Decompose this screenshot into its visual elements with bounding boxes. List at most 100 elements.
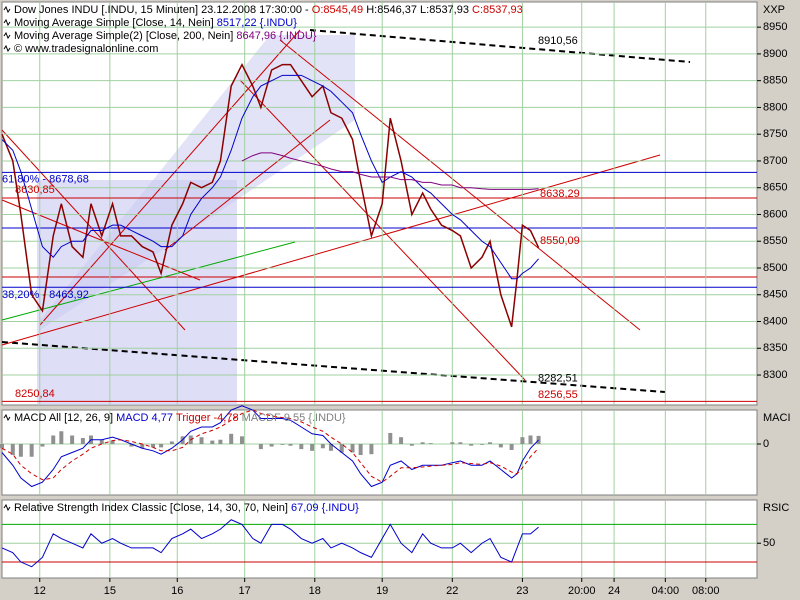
histogram-bar <box>99 439 104 444</box>
histogram-bar <box>469 444 474 446</box>
y-tick-label: 8400 <box>763 315 787 327</box>
channel-zone <box>40 35 355 330</box>
histogram-bar <box>229 433 234 444</box>
x-tick-label: 04:00 <box>652 585 680 597</box>
histogram-bar <box>10 444 15 456</box>
annotation-label: 8256,55 <box>538 389 578 401</box>
x-tick-label: 15 <box>104 585 116 597</box>
y-tick-label: 8600 <box>763 208 787 220</box>
histogram-bar <box>18 444 23 457</box>
histogram-bar <box>169 441 174 444</box>
histogram-bar <box>350 444 355 453</box>
y-tick-label: 8500 <box>763 262 787 274</box>
legend-text: C:8537,93 <box>472 4 523 16</box>
histogram-bar <box>288 444 293 446</box>
histogram-bar <box>210 440 215 444</box>
histogram-bar <box>388 432 393 444</box>
annotation-label: 8282,51 <box>538 372 578 384</box>
histogram-bar <box>369 444 374 455</box>
legend-text: Dow Jones INDU [.INDU, 15 Minuten] 23.12… <box>14 4 312 16</box>
histogram-bar <box>159 444 164 448</box>
legend-text: Trigger -4,78 <box>176 412 242 424</box>
histogram-bar <box>0 444 4 449</box>
legend-text: O:8545,49 <box>312 4 363 16</box>
histogram-bar <box>320 444 325 449</box>
series-line <box>1 405 539 488</box>
legend-text: MACDF 9,55 {.INDU} <box>242 412 346 424</box>
legend-text: Moving Average Simple(2) [Close, 200, Ne… <box>14 30 236 42</box>
legend-icon <box>3 5 11 14</box>
histogram-bar <box>199 437 204 444</box>
annotation-label: 8910,56 <box>538 35 578 47</box>
histogram-bar <box>328 444 333 451</box>
axis-label: MACI <box>763 412 791 424</box>
histogram-bar <box>358 444 363 456</box>
y-tick-label: 8450 <box>763 289 787 301</box>
axis-label: RSIC <box>763 502 789 514</box>
panel-rsi <box>1 499 758 579</box>
x-tick-label: 24 <box>608 585 620 597</box>
trend-line <box>1 154 661 346</box>
histogram-bar <box>51 435 56 444</box>
y-tick-label: 0 <box>763 438 769 450</box>
legend-text: MACD 4,77 <box>116 412 176 424</box>
y-tick-label: 8350 <box>763 342 787 354</box>
annotation-label: 8638,29 <box>540 188 580 200</box>
series-line <box>1 62 540 328</box>
x-tick-label: 22 <box>446 585 458 597</box>
x-tick-label: 18 <box>309 585 321 597</box>
histogram-bar <box>498 444 503 448</box>
axis-label: XXP <box>763 4 785 16</box>
histogram-bar <box>458 442 463 444</box>
legend-icon <box>3 18 11 27</box>
y-tick-label: 8750 <box>763 128 787 140</box>
histogram-bar <box>59 431 64 444</box>
histogram-bar <box>239 436 244 444</box>
y-tick-label: 8850 <box>763 75 787 87</box>
x-tick-label: 20:00 <box>568 585 596 597</box>
series-line <box>1 409 539 483</box>
legend-icon <box>3 44 11 53</box>
x-tick-label: 08:00 <box>692 585 720 597</box>
histogram-bar <box>151 444 155 448</box>
x-tick-label: 16 <box>171 585 183 597</box>
trend-line <box>1 129 186 331</box>
histogram-bar <box>40 444 45 447</box>
histogram-bar <box>269 444 274 447</box>
histogram-bar <box>536 435 541 444</box>
histogram-bar <box>218 439 223 444</box>
legend-text: MACD All [12, 26, 9] <box>14 412 116 424</box>
trend-line <box>1 341 666 393</box>
histogram-bar <box>479 444 484 445</box>
trend-line <box>1 241 296 321</box>
trend-line <box>1 199 201 281</box>
histogram-bar <box>110 440 115 444</box>
histogram-bar <box>310 444 315 451</box>
histogram-bar <box>520 437 525 444</box>
y-tick-label: 8900 <box>763 48 787 60</box>
trend-line <box>279 39 641 331</box>
histogram-bar <box>528 435 533 444</box>
y-tick-label: 8650 <box>763 182 787 194</box>
histogram-bar <box>509 444 514 450</box>
x-tick-label: 12 <box>34 585 46 597</box>
y-tick-label: 8700 <box>763 155 787 167</box>
trend-line <box>164 119 331 251</box>
y-tick-label: 8950 <box>763 21 787 33</box>
drawing-tools <box>1 29 757 405</box>
histogram-bar <box>129 444 134 447</box>
legend-text: 8517,22 {.INDU} <box>217 17 297 29</box>
series-line <box>241 152 539 190</box>
x-tick-label: 17 <box>239 585 251 597</box>
x-tick-label: 23 <box>516 585 528 597</box>
histogram-bar <box>420 442 425 444</box>
annotation-label: 8250,84 <box>15 388 55 400</box>
legend-text: Moving Average Simple [Close, 14, Nein] <box>14 17 217 29</box>
y-tick-label: 8550 <box>763 235 787 247</box>
legend-text: © www.tradesignalonline.com <box>14 43 158 55</box>
legend-icon <box>3 503 11 512</box>
histogram-bar <box>29 444 34 457</box>
y-tick-label: 8300 <box>763 369 787 381</box>
